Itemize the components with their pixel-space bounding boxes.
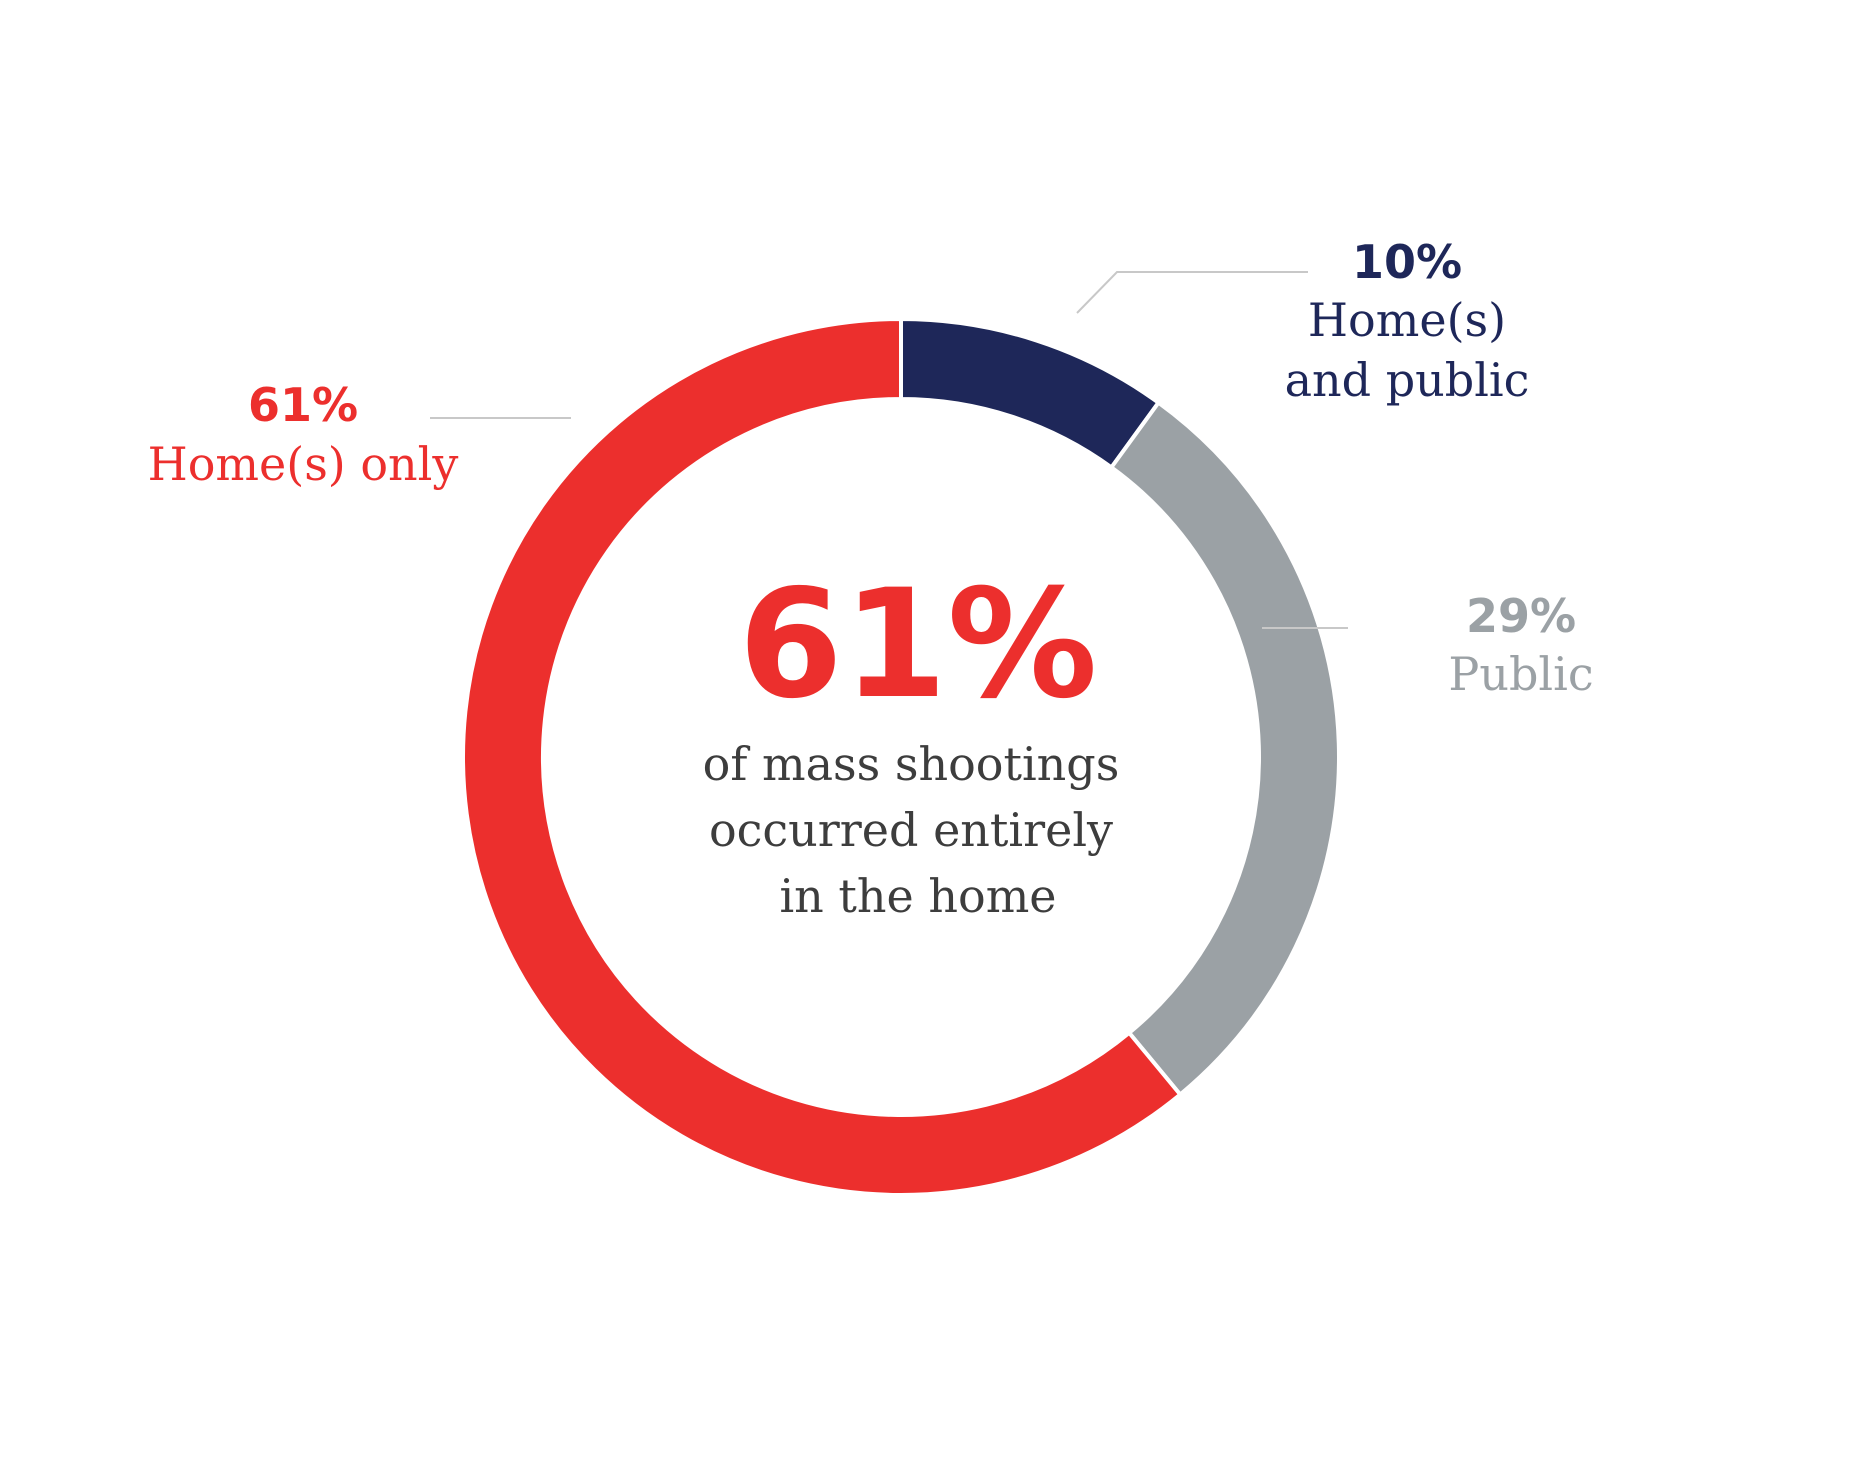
label-home-and-public-line-1: Home(s) <box>1308 293 1506 347</box>
leader-lines <box>430 271 1348 629</box>
label-public: 29% Public <box>1448 589 1593 701</box>
slice-home-s-only <box>461 316 1184 1197</box>
center-value: 61% <box>738 558 1097 732</box>
label-home-and-public: 10% Home(s) and public <box>1285 235 1530 407</box>
label-home-and-public-value: 10% <box>1352 235 1462 289</box>
label-public-value: 29% <box>1466 589 1576 643</box>
donut-slices <box>461 316 1341 1197</box>
label-home-only-line-1: Home(s) only <box>148 437 459 491</box>
label-home-only-value: 61% <box>248 378 358 432</box>
label-home-and-public-line-2: and public <box>1285 353 1530 407</box>
center-text-line-2: occurred entirely <box>709 803 1113 857</box>
slice-home-s-and-public <box>899 316 1162 471</box>
label-home-only: 61% Home(s) only <box>148 378 459 491</box>
slice-public <box>1108 399 1341 1098</box>
center-callout: 61% of mass shootings occurred entirely … <box>703 558 1120 923</box>
center-text-line-3: in the home <box>779 869 1056 923</box>
leader-line-home-and-public <box>1076 271 1308 314</box>
center-text-line-1: of mass shootings <box>703 737 1120 791</box>
label-public-line-1: Public <box>1448 647 1593 701</box>
